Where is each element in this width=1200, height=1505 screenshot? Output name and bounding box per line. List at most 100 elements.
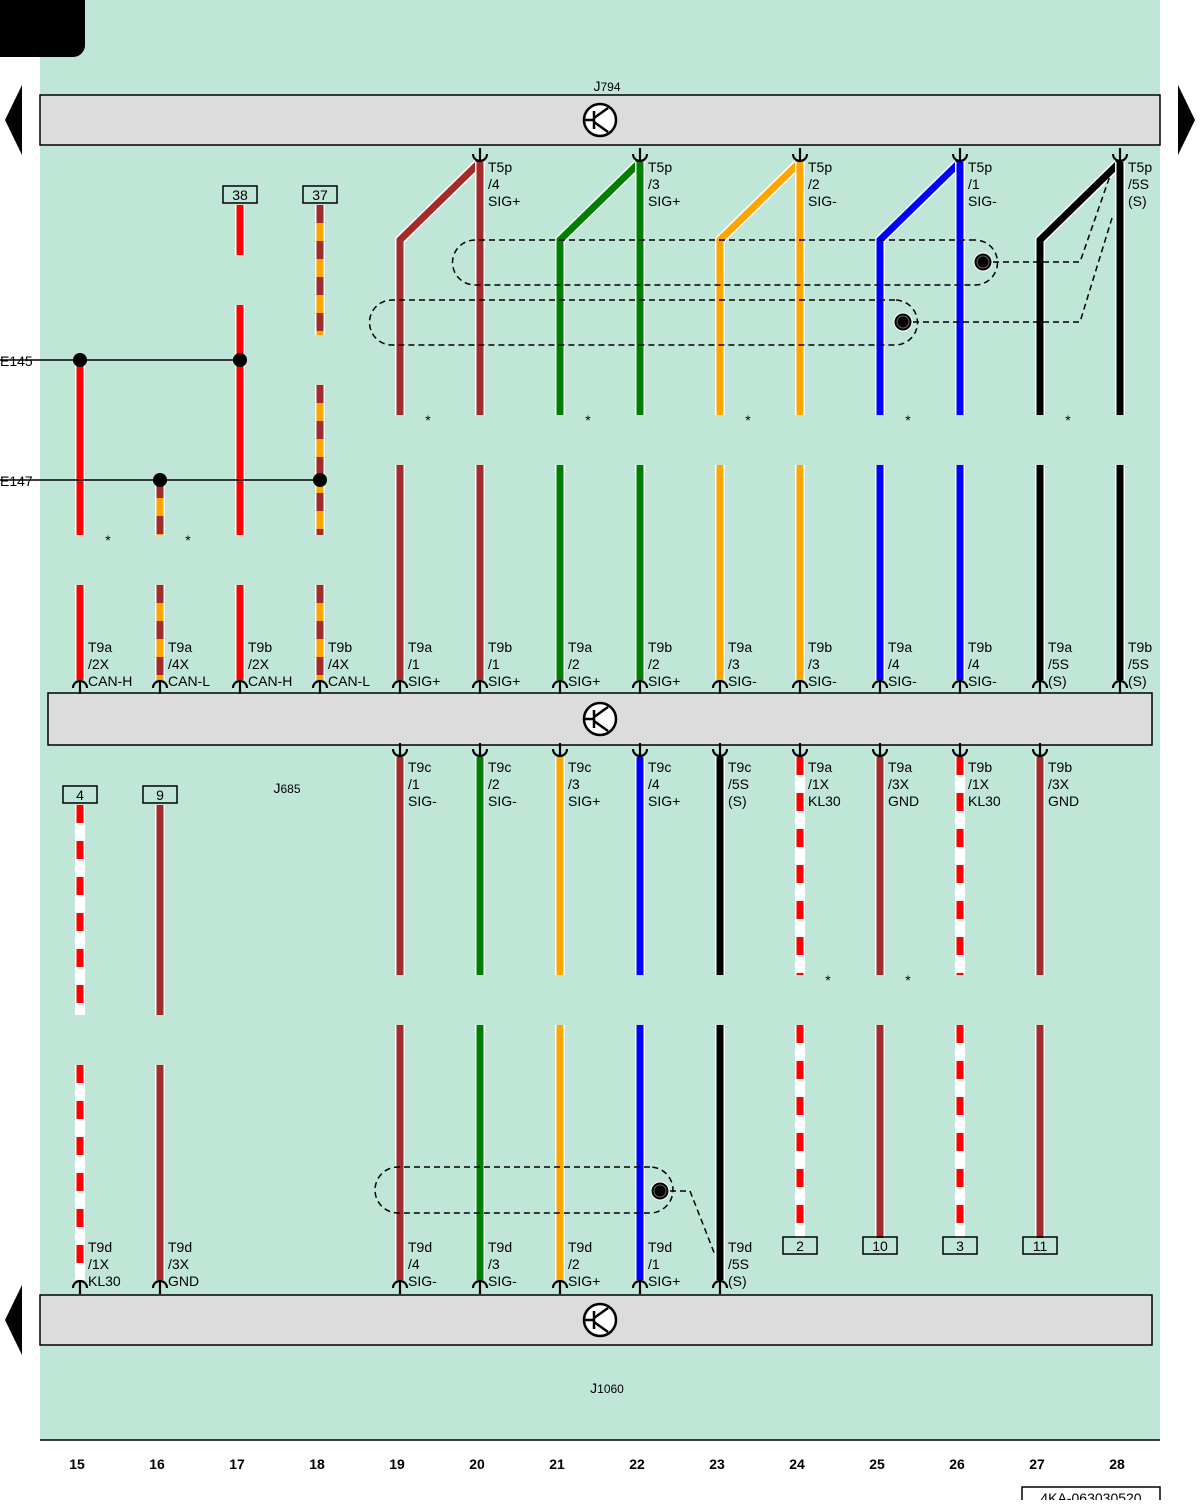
wire-ref-label: 11 bbox=[1033, 1238, 1048, 1254]
nav-arrow-left bbox=[5, 85, 22, 155]
pin-label: KL30 bbox=[88, 1273, 121, 1289]
pin-label: /1 bbox=[408, 656, 420, 672]
pin-label: CAN-H bbox=[88, 673, 132, 689]
pin-connector bbox=[631, 679, 649, 694]
column-number: 20 bbox=[469, 1456, 485, 1472]
pin-connector bbox=[471, 679, 489, 694]
shield bbox=[451, 239, 999, 286]
wire-ref-label: 3 bbox=[956, 1238, 964, 1254]
pin-label: T9a bbox=[808, 759, 832, 775]
pin-label: /1X bbox=[968, 776, 990, 792]
pin-connector bbox=[791, 679, 809, 694]
pin-label: T5p bbox=[808, 159, 832, 175]
pin-label: T9a bbox=[888, 639, 912, 655]
pin-connector bbox=[551, 743, 569, 758]
wire-ref-box bbox=[222, 185, 258, 204]
wire-ref-box bbox=[782, 1236, 818, 1255]
pin-connector bbox=[151, 679, 169, 694]
asterisk: * bbox=[745, 412, 751, 428]
wire-ref-label: 38 bbox=[232, 187, 248, 203]
pin-label: /5S bbox=[728, 1256, 749, 1272]
shield bbox=[368, 299, 919, 346]
pin-label: T9d bbox=[648, 1239, 672, 1255]
pin-label: SIG+ bbox=[648, 1273, 680, 1289]
column-number: 25 bbox=[869, 1456, 885, 1472]
asterisk: * bbox=[425, 412, 431, 428]
pin-label: /1 bbox=[648, 1256, 660, 1272]
pin-label: SIG+ bbox=[648, 673, 680, 689]
pin-label: T9a bbox=[1048, 639, 1072, 655]
pin-label: /2 bbox=[648, 656, 660, 672]
column-number: 15 bbox=[69, 1456, 85, 1472]
wire-ref-label: 37 bbox=[312, 187, 328, 203]
asterisk: * bbox=[905, 972, 911, 988]
pin-label: T9b bbox=[248, 639, 272, 655]
pin-label: T9b bbox=[648, 639, 672, 655]
pin-label: /5S bbox=[1128, 656, 1149, 672]
column-number: 18 bbox=[309, 1456, 325, 1472]
pin-connector bbox=[1031, 679, 1049, 694]
column-number: 27 bbox=[1029, 1456, 1045, 1472]
pin-label: T9d bbox=[488, 1239, 512, 1255]
pin-connector bbox=[1111, 148, 1129, 163]
junction-dot bbox=[73, 353, 87, 367]
pin-connector bbox=[471, 1279, 489, 1294]
pin-label: /2 bbox=[568, 656, 580, 672]
asterisk: * bbox=[1065, 412, 1071, 428]
pin-label: T9d bbox=[408, 1239, 432, 1255]
pin-connector bbox=[951, 743, 969, 758]
component-label: J685 bbox=[273, 780, 300, 796]
pin-label: T9c bbox=[408, 759, 431, 775]
pin-connector bbox=[231, 679, 249, 694]
pin-label: /1 bbox=[488, 656, 500, 672]
component-label: J1060 bbox=[590, 1380, 624, 1396]
pin-label: /2X bbox=[88, 656, 110, 672]
pin-label: (S) bbox=[728, 1273, 747, 1289]
pin-label: T9d bbox=[88, 1239, 112, 1255]
shield-dot-ring bbox=[653, 1184, 667, 1198]
pin-label: /3X bbox=[888, 776, 910, 792]
pin-label: /5S bbox=[728, 776, 749, 792]
pin-label: /3X bbox=[168, 1256, 190, 1272]
pin-label: (S) bbox=[728, 793, 747, 809]
pin-label: /4X bbox=[328, 656, 350, 672]
pin-label: SIG+ bbox=[568, 673, 600, 689]
pin-label: T9c bbox=[648, 759, 671, 775]
pin-connector bbox=[391, 1279, 409, 1294]
pin-label: /1X bbox=[88, 1256, 110, 1272]
pin-label: KL30 bbox=[808, 793, 841, 809]
pin-label: T9c bbox=[728, 759, 751, 775]
pin-label: SIG- bbox=[968, 193, 997, 209]
asterisk: * bbox=[905, 412, 911, 428]
pin-label: /3X bbox=[1048, 776, 1070, 792]
pin-connector bbox=[551, 679, 569, 694]
pin-label: T9a bbox=[888, 759, 912, 775]
pin-label: CAN-H bbox=[248, 673, 292, 689]
column-number: 23 bbox=[709, 1456, 725, 1472]
pin-label: T9b bbox=[968, 639, 992, 655]
pin-label: SIG- bbox=[408, 793, 437, 809]
pin-connector bbox=[631, 1279, 649, 1294]
pin-connector bbox=[471, 743, 489, 758]
component-letter: J bbox=[590, 1380, 597, 1396]
pin-label: /3 bbox=[568, 776, 580, 792]
asterisk: * bbox=[585, 412, 591, 428]
pin-label: T5p bbox=[968, 159, 992, 175]
wire-ref-box bbox=[142, 785, 178, 804]
nav-arrow-right bbox=[1178, 85, 1195, 155]
shield-drain bbox=[660, 1190, 716, 1256]
wire-ref-label: 9 bbox=[156, 787, 164, 803]
pin-label: /4 bbox=[888, 656, 900, 672]
column-number: 16 bbox=[149, 1456, 165, 1472]
pin-label: CAN-L bbox=[168, 673, 210, 689]
wire-ref-box bbox=[942, 1236, 978, 1255]
junction-dot bbox=[233, 353, 247, 367]
pin-label: SIG- bbox=[728, 673, 757, 689]
pin-label: /3 bbox=[648, 176, 660, 192]
pin-label: SIG+ bbox=[648, 193, 680, 209]
shield-dot-ring bbox=[896, 315, 910, 329]
pin-connector bbox=[311, 679, 329, 694]
transistor-leads bbox=[584, 106, 609, 134]
wire bbox=[396, 159, 483, 415]
wire-ref-label: 4 bbox=[76, 787, 84, 803]
